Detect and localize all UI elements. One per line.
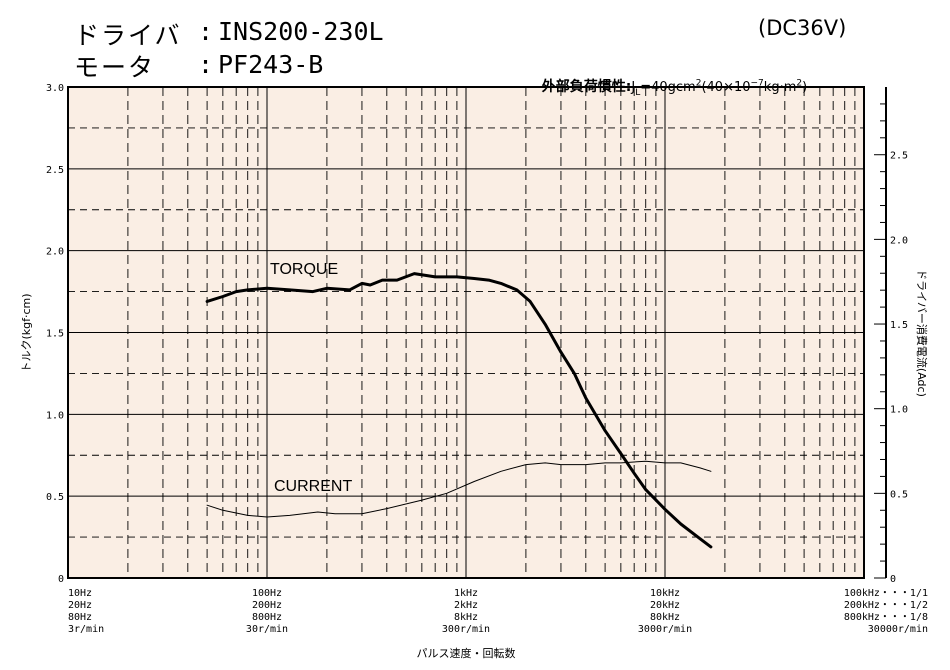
y2-tick-label: 2.0 bbox=[890, 235, 908, 246]
y-axis-ticks: 0 0.5 1.0 1.5 2.0 2.5 3.0 bbox=[46, 83, 64, 585]
motor-label: モータ bbox=[74, 53, 156, 82]
x-tick-label: 30r/min bbox=[246, 624, 288, 635]
x-tick-label: 100Hz bbox=[252, 588, 282, 599]
y2-tick-label: 1.5 bbox=[890, 320, 908, 331]
inertia-prefix: 外部負荷慣性: bbox=[541, 79, 632, 95]
y-axis-title: トルク(kgf·cm) bbox=[20, 293, 33, 372]
x-tick-label: 800Hz bbox=[252, 612, 282, 623]
inertia-exp3: 2 bbox=[796, 78, 803, 89]
series-label-current: CURRENT bbox=[274, 478, 352, 495]
y-tick-label: 2.0 bbox=[46, 247, 64, 258]
x-tick-label: 8kHz bbox=[454, 612, 478, 623]
x-axis-title: パルス速度・回転数 bbox=[417, 646, 516, 660]
inertia-eq: =40gcm bbox=[640, 80, 696, 95]
x-tick-label: 2kHz bbox=[454, 600, 478, 611]
y-tick-label: 1.5 bbox=[46, 329, 64, 340]
x-tick-label: 1kHz bbox=[454, 588, 478, 599]
motor-sep: : bbox=[198, 50, 214, 79]
inertia-exp2: −7 bbox=[750, 78, 764, 89]
series-label-torque: TORQUE bbox=[270, 261, 338, 278]
x-tick-label: 200Hz bbox=[252, 600, 282, 611]
driver-sep: : bbox=[198, 17, 214, 46]
x-tick-label: 80Hz bbox=[68, 612, 92, 623]
x-tick-label: 200kHz・・・1/2 bbox=[844, 600, 928, 611]
x-tick-label: 10kHz bbox=[650, 588, 680, 599]
x-tick-label: 300r/min bbox=[442, 624, 490, 635]
x-tick-label: 800kHz・・・1/8 bbox=[844, 612, 928, 623]
y2-tick-label: 2.5 bbox=[890, 151, 908, 162]
y-tick-label: 0 bbox=[58, 574, 64, 585]
y2-tick-label: 0 bbox=[890, 574, 896, 585]
x-tick-label: 20Hz bbox=[68, 600, 92, 611]
inertia-unit: kg·m bbox=[763, 80, 797, 95]
inertia-exp: 2 bbox=[695, 78, 702, 89]
y2-tick-label: 1.0 bbox=[890, 405, 908, 416]
driver-value: INS200-230L bbox=[218, 17, 384, 46]
driver-label: ドライバ bbox=[74, 21, 182, 50]
x-tick-label: 80kHz bbox=[650, 612, 680, 623]
y2-tick-label: 0.5 bbox=[890, 489, 908, 500]
x-tick-label: 100kHz・・・1/1 bbox=[844, 588, 928, 599]
y-tick-label: 3.0 bbox=[46, 83, 64, 94]
x-tick-label: 30000r/min bbox=[868, 624, 928, 635]
inertia-paren-close: ) bbox=[802, 80, 808, 95]
motor-value: PF243-B bbox=[218, 50, 324, 79]
x-tick-label: 20kHz bbox=[650, 600, 680, 611]
series-line-current bbox=[206, 460, 712, 518]
inertia-condition: 外部負荷慣性:JL=40gcm2(40×10−7kg·m2) bbox=[532, 60, 808, 98]
series-line-torque bbox=[205, 272, 713, 549]
y2-axis: 0 0.5 1.0 1.5 2.0 2.5 bbox=[874, 87, 908, 585]
y-tick-label: 2.5 bbox=[46, 165, 64, 176]
y-tick-label: 0.5 bbox=[46, 492, 64, 503]
series-group bbox=[205, 272, 713, 549]
y2-axis-title: ドライバー消費電流(Adc) bbox=[915, 269, 929, 397]
y-tick-label: 1.0 bbox=[46, 410, 64, 421]
x-tick-label: 10Hz bbox=[68, 588, 92, 599]
inertia-sub: L bbox=[635, 87, 641, 98]
x-tick-label: 3000r/min bbox=[638, 624, 692, 635]
voltage-label: (DC36V) bbox=[758, 16, 847, 40]
x-tick-label: 3r/min bbox=[68, 624, 104, 635]
inertia-j: J bbox=[631, 80, 636, 95]
inertia-paren-open: (40×10 bbox=[701, 80, 751, 95]
